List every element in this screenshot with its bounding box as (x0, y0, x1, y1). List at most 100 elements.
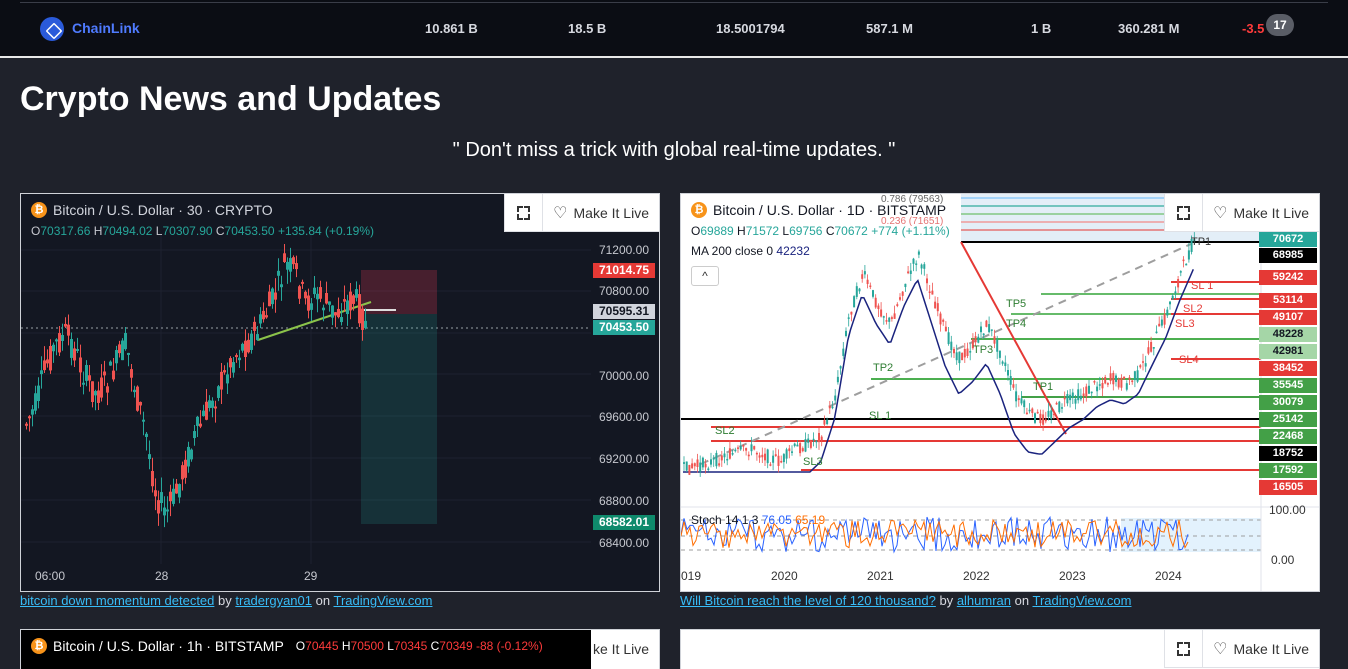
candle (710, 452, 712, 468)
y-tick: 68800.00 (598, 494, 649, 508)
tradingview-badge-icon[interactable]: 17 (1266, 14, 1294, 36)
candle (980, 321, 982, 339)
fullscreen-icon[interactable] (1165, 630, 1204, 668)
candle (199, 410, 202, 429)
candle (963, 342, 966, 363)
candle (139, 401, 142, 415)
candle (774, 447, 777, 457)
low-value: 70345 (393, 639, 428, 653)
chart-widget-btc-1d[interactable]: ₿ Bitcoin / U.S. Dollar · 1D · BITSTAMP O… (680, 193, 1320, 592)
ohlc-legend: O70445 H70500 L70345 C70349 -88 (-0.12%) (295, 639, 543, 653)
candle (863, 265, 866, 279)
candle (1074, 394, 1077, 410)
candle (769, 462, 772, 467)
candle (43, 346, 46, 373)
fullscreen-icon[interactable] (1165, 194, 1204, 232)
candle (853, 295, 856, 308)
make-it-live-button[interactable]: ♡ Make It Live (1203, 194, 1319, 231)
candle (133, 385, 136, 398)
candle (847, 313, 850, 327)
candle (280, 275, 283, 301)
candle (866, 274, 869, 289)
heartbeat-icon: ♡ (1213, 204, 1228, 222)
candle (85, 360, 88, 387)
author-link[interactable]: tradergyan01 (235, 593, 312, 608)
candle (1160, 315, 1163, 328)
tradingview-link[interactable]: TradingView.com (1032, 593, 1132, 608)
widget-title: ₿ Bitcoin / U.S. Dollar · 30 · CRYPTO (31, 202, 273, 218)
price-level-label: 70672 (1259, 232, 1317, 247)
candle (166, 496, 169, 523)
x-tick: 2021 (867, 569, 894, 583)
make-it-live-label: ke It Live (592, 641, 649, 657)
candle (130, 364, 133, 392)
idea-link[interactable]: Will Bitcoin reach the level of 120 thou… (680, 593, 936, 608)
idea-link[interactable]: bitcoin down momentum detected (20, 593, 215, 608)
candle (950, 335, 953, 358)
candle (1069, 389, 1072, 408)
candle (238, 349, 241, 369)
chart-label: TP4 (1006, 318, 1027, 330)
stoch-lo: 0.00 (1271, 553, 1295, 567)
candle (928, 285, 931, 300)
candle (955, 344, 958, 365)
candle (753, 445, 756, 451)
candle (124, 326, 127, 351)
candle (909, 262, 912, 282)
author-link[interactable]: alhumran (956, 593, 1012, 608)
candle (355, 281, 358, 302)
candle (1020, 391, 1023, 406)
candle (704, 459, 707, 474)
candle (325, 281, 328, 305)
tradingview-link[interactable]: TradingView.com (333, 593, 433, 608)
make-it-live-button[interactable]: ♡ Make It Live (1203, 630, 1319, 667)
candle (683, 456, 685, 471)
candle (343, 285, 346, 313)
price-level-label: 16505 (1259, 480, 1317, 495)
candle (793, 442, 796, 448)
chart-widget-btc-1h[interactable]: ₿ Bitcoin / U.S. Dollar · 1h · BITSTAMP O… (20, 629, 660, 669)
candle (1012, 377, 1015, 390)
candle (1112, 370, 1115, 391)
candle (761, 447, 764, 464)
y-tick: 69200.00 (598, 452, 649, 466)
candle (79, 344, 82, 387)
ticker-row[interactable]: ChainLink 10.861 B 18.5 B 18.5001794 587… (20, 2, 1328, 54)
fullscreen-icon[interactable] (505, 194, 544, 232)
x-tick: 2022 (963, 569, 990, 583)
candle (780, 455, 783, 464)
candle (178, 483, 181, 504)
candle (58, 326, 61, 356)
candle (31, 405, 34, 427)
collapse-legend-button[interactable]: ^ (691, 266, 719, 286)
candle (97, 381, 100, 410)
candle (998, 350, 1001, 365)
candle (304, 290, 307, 305)
candle (993, 329, 996, 349)
candle (28, 415, 31, 432)
y-tick: 71200.00 (598, 243, 649, 257)
y-tick: 69600.00 (598, 410, 649, 424)
candle (184, 450, 187, 484)
price-level-label: 25142 (1259, 412, 1317, 427)
make-it-live-button[interactable]: ke It Live (583, 630, 659, 668)
candle (70, 332, 73, 366)
high-value: 70494.02 (102, 224, 153, 238)
candle (796, 439, 799, 447)
chart-widget-4[interactable]: ♡ Make It Live (680, 629, 1320, 669)
make-it-live-button[interactable]: ♡ Make It Live (543, 194, 659, 231)
candle (91, 381, 94, 408)
candle (61, 323, 64, 351)
stoch-k: 76.05 (761, 513, 792, 527)
candle (1004, 355, 1007, 372)
chart-widget-btc-30m[interactable]: ₿ Bitcoin / U.S. Dollar · 30 · CRYPTO O70… (20, 193, 660, 592)
candle (1123, 376, 1126, 380)
ticker-coin-name[interactable]: ChainLink (72, 20, 140, 36)
ticker-volume: 18.5 B (568, 21, 607, 36)
candle (737, 445, 739, 453)
candle (899, 293, 901, 302)
candle (715, 450, 718, 469)
candle (163, 496, 166, 528)
candle (241, 342, 244, 353)
candle (1185, 263, 1188, 266)
